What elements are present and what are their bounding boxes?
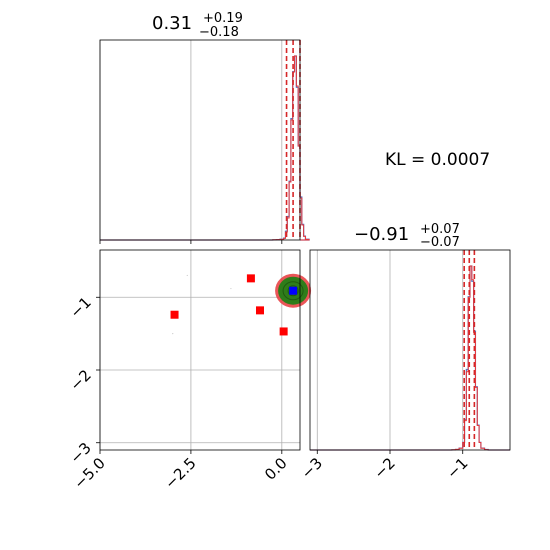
joint-blue-square-marker	[289, 286, 298, 295]
joint-sample-point	[172, 333, 174, 335]
marginal-2-title: −0.91	[354, 224, 409, 245]
marginal-2-upper-error: +0.07	[420, 222, 460, 237]
marginal-2-ticks: −3 −2 −1	[298, 450, 472, 482]
marginal-1-ticks	[99, 240, 283, 244]
joint-density	[172, 273, 312, 335]
marginal-1-histogram-red	[100, 55, 310, 241]
marginal-2-x-tick-label: −3	[298, 454, 326, 482]
marginal-1-lower-error: −0.18	[199, 25, 239, 40]
joint-sample-point	[230, 287, 232, 290]
marginal-2-grid	[316, 250, 464, 450]
joint-frame	[99, 249, 301, 451]
marginal-1-median: 0.31	[152, 13, 192, 34]
joint-x-tick-label: 0.0	[261, 454, 291, 484]
marginal-2-histogram-red	[310, 265, 510, 451]
marginal-1-grid	[99, 40, 283, 240]
marginal-panel-1: 0.31 +0.19 −0.18	[99, 11, 310, 244]
marginal-2-quantiles	[463, 250, 476, 450]
joint-core-contour	[287, 285, 299, 297]
marginal-2-frame	[309, 249, 511, 451]
kl-divergence-label: KL = 0.0007	[385, 150, 490, 170]
marginal-2-lower-error: −0.07	[420, 235, 460, 250]
marginal-2-x-tick-label: −2	[370, 454, 398, 482]
joint-red-square-marker	[170, 310, 179, 319]
joint-sample-point	[186, 274, 188, 277]
marginal-1-upper-error: +0.19	[203, 11, 243, 26]
joint-red-square-marker	[256, 306, 264, 315]
joint-inner-contour	[282, 281, 304, 301]
joint-x-tick-label: −2.5	[161, 454, 199, 492]
marginal-1-histogram-blue	[100, 55, 310, 241]
joint-red-square-marker	[246, 274, 255, 283]
marginal-1-histogram	[100, 55, 310, 241]
joint-red-square-marker	[279, 327, 288, 336]
joint-panel: −5.0 −2.5 0.0−1−2−3	[66, 249, 312, 493]
joint-y-tick-label: −1	[66, 293, 94, 321]
marginal-2-histogram-blue	[310, 265, 510, 451]
marginal-2-median: −0.91	[354, 224, 409, 245]
marginal-1-frame	[99, 39, 301, 241]
marginal-panel-2: −3 −2 −1 −0.91 +0.07 −0.07	[298, 222, 511, 482]
joint-markers	[170, 274, 298, 336]
marginal-1-title: 0.31	[152, 13, 192, 34]
joint-y-tick-label: −2	[66, 366, 94, 394]
marginal-2-x-tick-label: −1	[443, 454, 471, 482]
marginal-2-histogram	[310, 265, 510, 451]
joint-grid	[99, 250, 300, 450]
